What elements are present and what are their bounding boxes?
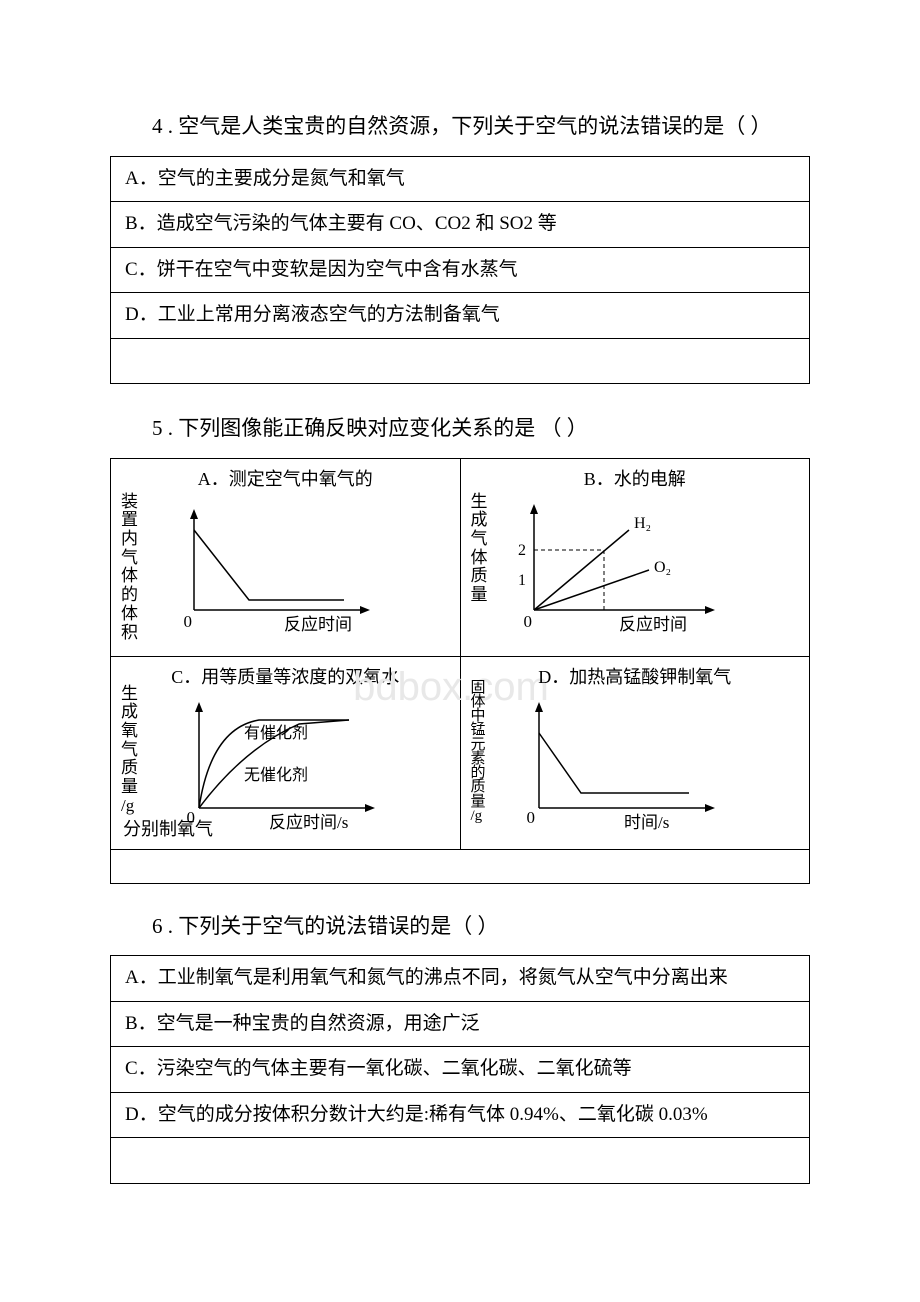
svg-text:H₂: H₂	[634, 515, 651, 532]
svg-text:时间/s: 时间/s	[624, 813, 669, 832]
q5-c-title: C．用等质量等浓度的双氧水	[119, 663, 452, 689]
q5-cell-b: B．水的电解 生成气体质量 2 1 H₂ O₂ 0 反应时间	[460, 458, 810, 656]
q5-cell-d: D．加热高锰酸钾制氧气 固体中锰元素的质量/g 0 时间/s	[460, 656, 810, 849]
q4-option-c: C．饼干在空气中变软是因为空气中含有水蒸气	[111, 247, 810, 293]
q4-options-table: A．空气的主要成分是氮气和氧气 B．造成空气污染的气体主要有 CO、CO2 和 …	[110, 156, 810, 385]
q5-cell-c: C．用等质量等浓度的双氧水 bdbox.com 生成氧气质量/g 有催化剂 无催…	[111, 656, 461, 849]
svg-text:2: 2	[518, 542, 526, 559]
q5-empty-row	[111, 849, 810, 883]
svg-text:0: 0	[523, 612, 532, 631]
q5-chart-table: A．测定空气中氧气的 装置内气体的体积 0 反应时间 B．水的电解 生成气体质量	[110, 458, 810, 884]
svg-text:0: 0	[526, 808, 535, 827]
q4-option-d: D．工业上常用分离液态空气的方法制备氧气	[111, 293, 810, 339]
q5-a-title: A．测定空气中氧气的	[119, 465, 452, 491]
q4-empty-row	[111, 338, 810, 384]
q6-empty-row	[111, 1138, 810, 1184]
q5-d-title: D．加热高锰酸钾制氧气	[469, 663, 802, 689]
q4-option-a: A．空气的主要成分是氮气和氧气	[111, 156, 810, 202]
q5-b-chart: 2 1 H₂ O₂ 0 反应时间	[469, 495, 769, 645]
q6-options-table: A．工业制氧气是利用氧气和氮气的沸点不同，将氮气从空气中分离出来 B．空气是一种…	[110, 955, 810, 1184]
q4-option-b: B．造成空气污染的气体主要有 CO、CO2 和 SO2 等	[111, 202, 810, 248]
svg-text:反应时间: 反应时间	[619, 615, 687, 634]
q6-option-b: B．空气是一种宝贵的自然资源，用途广泛	[111, 1001, 810, 1047]
svg-text:反应时间: 反应时间	[284, 615, 352, 634]
q5-cell-a: A．测定空气中氧气的 装置内气体的体积 0 反应时间	[111, 458, 461, 656]
svg-text:无催化剂: 无催化剂	[244, 766, 308, 784]
q5-d-chart: 0 时间/s	[469, 693, 769, 838]
q6-option-d: D．空气的成分按体积分数计大约是:稀有气体 0.94%、二氧化碳 0.03%	[111, 1092, 810, 1138]
q5-a-chart: 0 反应时间	[119, 495, 419, 645]
q6-option-c: C．污染空气的气体主要有一氧化碳、二氧化碳、二氧化硫等	[111, 1047, 810, 1093]
q5-prompt: 5 . 下列图像能正确反映对应变化关系的是 （ ）	[110, 412, 860, 446]
q4-prompt: 4 . 空气是人类宝贵的自然资源，下列关于空气的说法错误的是（ ）	[110, 110, 860, 144]
svg-text:0: 0	[184, 612, 193, 631]
svg-text:有催化剂: 有催化剂	[244, 724, 308, 742]
svg-text:反应时间/s: 反应时间/s	[269, 813, 348, 832]
svg-text:1: 1	[518, 572, 526, 589]
q6-prompt: 6 . 下列关于空气的说法错误的是（ ）	[110, 910, 860, 944]
q5-c-chart: 有催化剂 无催化剂 0 反应时间/s	[119, 693, 419, 838]
svg-text:O₂: O₂	[654, 559, 671, 576]
svg-text:0: 0	[187, 808, 196, 827]
q6-option-a: A．工业制氧气是利用氧气和氮气的沸点不同，将氮气从空气中分离出来	[111, 956, 810, 1002]
q5-b-title: B．水的电解	[469, 465, 802, 491]
